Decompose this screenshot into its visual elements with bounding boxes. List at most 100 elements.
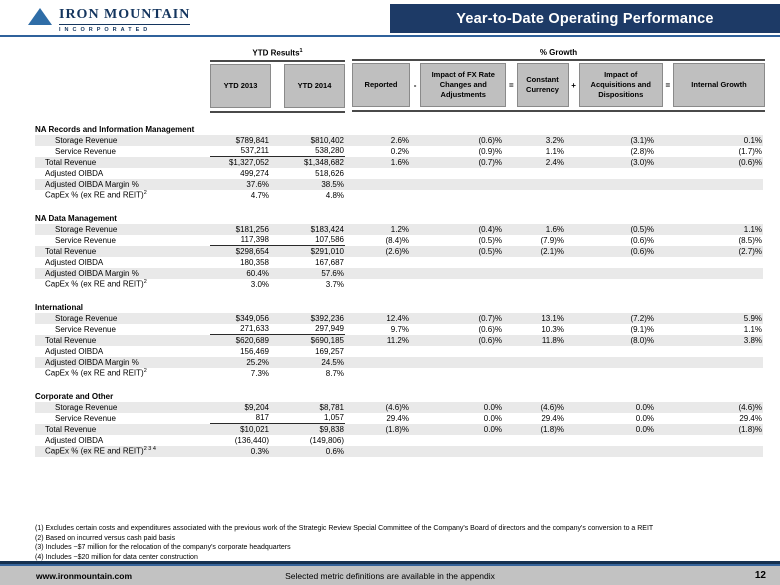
cell-value: 297,949 bbox=[270, 324, 345, 335]
cell-value: (8.5)% bbox=[738, 235, 762, 245]
column-header-reported: Reported bbox=[352, 63, 410, 107]
cell-value: (2.7)% bbox=[738, 246, 762, 256]
cell-value: 0.3% bbox=[250, 446, 269, 456]
slide-title: Year-to-Date Operating Performance bbox=[456, 10, 714, 27]
table-row: Adjusted OIBDA 180,358 167,687 bbox=[35, 257, 763, 268]
cell-value: 0.2% bbox=[390, 146, 409, 156]
cell-value: (0.6)% bbox=[478, 135, 502, 145]
cell-value: 3.8% bbox=[743, 335, 762, 345]
cell-value: $789,841 bbox=[235, 135, 269, 145]
row-label: CapEx % (ex RE and REIT)2 bbox=[45, 368, 147, 378]
cell-value: 24.5% bbox=[321, 357, 344, 367]
cell-value: 25.2% bbox=[246, 357, 269, 367]
cell-value: (3.1)% bbox=[630, 135, 654, 145]
cell-value: (2.1)% bbox=[540, 246, 564, 256]
footnote-3: (3) Includes ~$7 million for the relocat… bbox=[35, 544, 291, 552]
cell-value: 167,687 bbox=[315, 257, 344, 267]
cell-value: (4.6)% bbox=[385, 402, 409, 412]
cell-value: 3.0% bbox=[250, 279, 269, 289]
row-label: Total Revenue bbox=[45, 424, 97, 434]
cell-value: $9,838 bbox=[319, 424, 344, 434]
table-row: Adjusted OIBDA Margin % 25.2% 24.5% bbox=[35, 357, 763, 368]
logo-text: IRON MOUNTAIN INCORPORATED bbox=[59, 7, 191, 33]
table-row: Total Revenue $298,654 $291,010 (2.6)% (0.5)… bbox=[35, 246, 763, 257]
equals-operator: = bbox=[509, 80, 514, 90]
cell-value: (0.4)% bbox=[478, 224, 502, 234]
cell-value: 1.1% bbox=[743, 324, 762, 334]
cell-value: $181,256 bbox=[235, 224, 269, 234]
cell-value: (4.6)% bbox=[738, 402, 762, 412]
cell-value: 1.6% bbox=[390, 157, 409, 167]
cell-value: 2.4% bbox=[545, 157, 564, 167]
cell-value: 3.7% bbox=[325, 279, 344, 289]
cell-value: 12.4% bbox=[386, 313, 409, 323]
cell-value: (0.7)% bbox=[478, 157, 502, 167]
table-body: NA Records and Information Management Sto… bbox=[35, 123, 763, 468]
table-row: Storage Revenue $789,841 $810,402 2.6% (0.6)… bbox=[35, 135, 763, 146]
row-label: Storage Revenue bbox=[55, 224, 118, 234]
header-divider bbox=[0, 35, 780, 37]
footer-url-link[interactable]: www.ironmountain.com bbox=[36, 570, 133, 581]
ytd-results-footnote-ref: 1 bbox=[299, 48, 303, 54]
cell-value: 117,398 bbox=[210, 235, 270, 246]
table-row: CapEx % (ex RE and REIT)2 3 4 0.3% 0.6% bbox=[35, 446, 763, 457]
pct-growth-label: % Growth bbox=[352, 48, 765, 61]
row-label: Adjusted OIBDA bbox=[45, 435, 104, 445]
row-label: CapEx % (ex RE and REIT)2 bbox=[45, 190, 147, 200]
cell-value: 11.8% bbox=[541, 335, 564, 345]
cell-value: 0.6% bbox=[325, 446, 344, 456]
footer: www.ironmountain.com Selected metric def… bbox=[0, 561, 780, 585]
cell-value: 499,274 bbox=[240, 168, 269, 178]
cell-value: $349,056 bbox=[235, 313, 269, 323]
table-section: NA Data Management Storage Revenue $181,25… bbox=[35, 212, 763, 290]
column-header-acquisitions-impact: Impact of Acquisitions and Dispositions bbox=[578, 63, 663, 107]
cell-value: (0.5)% bbox=[630, 224, 654, 234]
minus-operator: - bbox=[413, 80, 417, 90]
cell-value: 1.6% bbox=[545, 224, 564, 234]
cell-value: (2.8)% bbox=[630, 146, 654, 156]
ytd-results-text: YTD Results bbox=[252, 48, 300, 58]
footnotes: (1) Excludes certain costs and expenditu… bbox=[35, 524, 653, 562]
table-row: Service Revenue 117,398 107,586 (8.4)% (0.5)… bbox=[35, 235, 763, 246]
cell-value: 5.9% bbox=[743, 313, 762, 323]
cell-value: $810,402 bbox=[310, 135, 344, 145]
cell-value: 29.4% bbox=[386, 413, 409, 423]
cell-value: $620,689 bbox=[235, 335, 269, 345]
cell-value: 0.0% bbox=[635, 413, 654, 423]
section-title: NA Records and Information Management bbox=[35, 124, 195, 134]
row-label: CapEx % (ex RE and REIT)2 3 4 bbox=[45, 446, 156, 456]
logo-name: IRON MOUNTAIN bbox=[59, 7, 191, 25]
table-row: Service Revenue 817 1,057 29.4% 0.0% 29.4% 0.0… bbox=[35, 413, 763, 424]
section-title: NA Data Management bbox=[35, 213, 117, 223]
cell-value: 0.0% bbox=[483, 413, 502, 423]
footer-note: Selected metric definitions are availabl… bbox=[285, 570, 495, 581]
column-header-internal-growth: Internal Growth bbox=[673, 63, 765, 107]
footnote-4: (4) Includes ~$20 million for data cente… bbox=[35, 553, 198, 561]
row-label: Service Revenue bbox=[55, 235, 116, 245]
row-label: Total Revenue bbox=[45, 246, 97, 256]
table-row: Total Revenue $10,021 $9,838 (1.8)% 0.0% (1.8… bbox=[35, 424, 763, 435]
table-row: Storage Revenue $181,256 $183,424 1.2% (0.4)… bbox=[35, 224, 763, 235]
cell-value: 13.1% bbox=[541, 313, 564, 323]
cell-value: 29.4% bbox=[541, 413, 564, 423]
cell-value: 10.3% bbox=[541, 324, 564, 334]
cell-value: (1.8)% bbox=[540, 424, 564, 434]
cell-value: 60.4% bbox=[246, 268, 269, 278]
cell-value: 4.8% bbox=[325, 190, 344, 200]
cell-value: $183,424 bbox=[310, 224, 344, 234]
cell-value: $1,327,052 bbox=[228, 157, 269, 167]
column-header-ytd-2013: YTD 2013 bbox=[210, 63, 271, 108]
cell-value: 537,211 bbox=[210, 146, 270, 157]
cell-value: (0.7)% bbox=[478, 313, 502, 323]
pct-growth-group: % Growth Reported - Impact of FX Rate Ch… bbox=[352, 48, 765, 112]
page-number: 12 bbox=[754, 570, 766, 581]
table-row: Storage Revenue $9,204 $8,781 (4.6)% 0.0% (4.… bbox=[35, 402, 763, 413]
row-label: Storage Revenue bbox=[55, 402, 118, 412]
logo-subtitle: INCORPORATED bbox=[59, 27, 152, 33]
cell-value: 7.3% bbox=[250, 368, 269, 378]
table-row: Adjusted OIBDA Margin % 37.6% 38.5% bbox=[35, 179, 763, 190]
ytd-results-group: YTD Results1 YTD 2013 YTD 2014 bbox=[210, 48, 345, 113]
table-section: Corporate and Other Storage Revenue $9,204… bbox=[35, 390, 763, 457]
table-row: Total Revenue $1,327,052 $1,348,682 1.6% (0.… bbox=[35, 157, 763, 168]
cell-value: (3.0)% bbox=[630, 157, 654, 167]
